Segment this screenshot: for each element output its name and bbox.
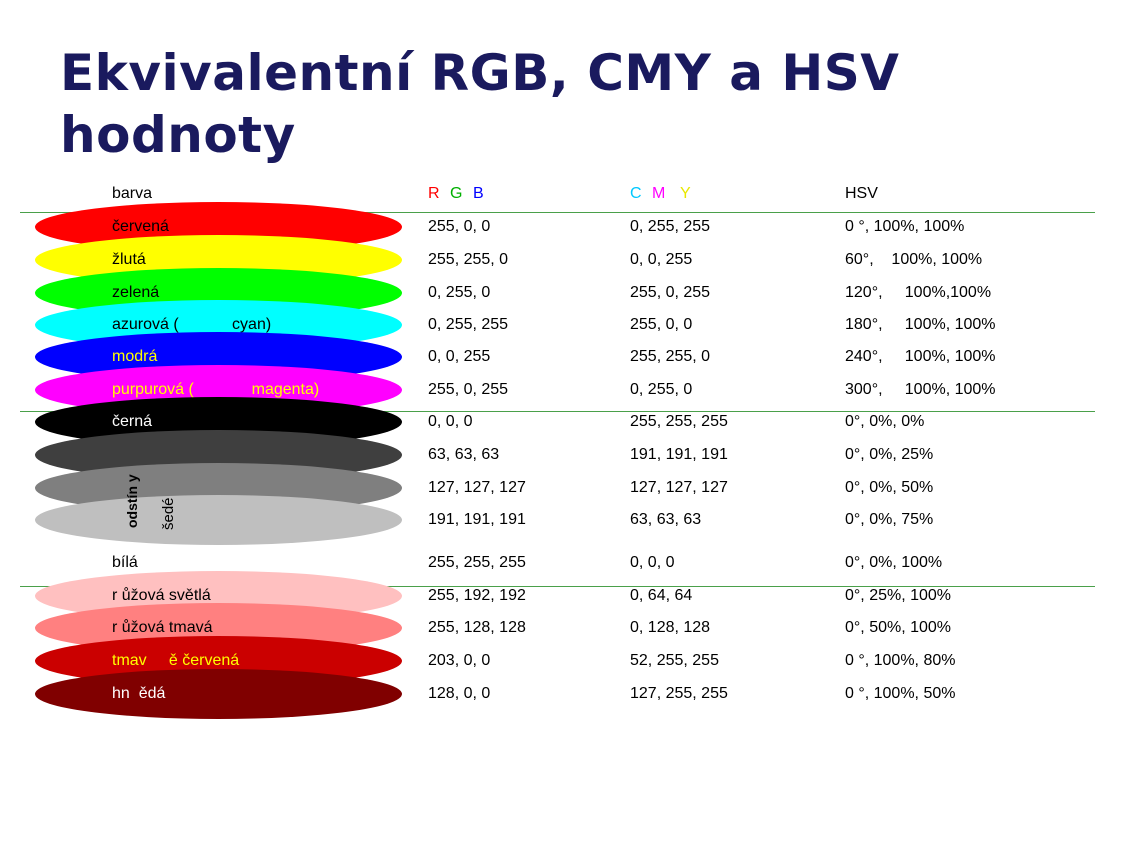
hsv-value: 0°, 0%, 100% <box>845 554 943 571</box>
cmy-value: 0, 255, 0 <box>630 381 693 398</box>
color-name: r ůžová tmavá <box>112 619 213 636</box>
color-name: azurová ( cyan) <box>112 316 272 333</box>
hsv-value: 180°, 100%, 100% <box>845 316 996 333</box>
cmy-value: 127, 127, 127 <box>630 479 728 496</box>
header-letter-y: Y <box>680 185 691 202</box>
color-name: černá <box>112 413 153 430</box>
rgb-value: 255, 128, 128 <box>428 619 526 636</box>
header-letter-m: M <box>652 185 666 202</box>
hsv-value: 0°, 25%, 100% <box>845 587 952 604</box>
header-hsv: HSV <box>845 185 878 202</box>
divider-line <box>20 586 1095 587</box>
color-swatch <box>35 495 402 545</box>
hsv-value: 240°, 100%, 100% <box>845 348 996 365</box>
cmy-value: 127, 255, 255 <box>630 685 728 702</box>
color-name: r ůžová světlá <box>112 587 211 604</box>
rgb-value: 203, 0, 0 <box>428 652 491 669</box>
rgb-value: 255, 0, 255 <box>428 381 509 398</box>
color-name: hn ědá <box>112 685 166 702</box>
rgb-value: 127, 127, 127 <box>428 479 526 496</box>
hsv-value: 0°, 0%, 0% <box>845 413 925 430</box>
rgb-value: 255, 255, 0 <box>428 251 509 268</box>
rgb-value: 191, 191, 191 <box>428 511 526 528</box>
hsv-value: 0 °, 100%, 100% <box>845 218 965 235</box>
rgb-value: 255, 192, 192 <box>428 587 526 604</box>
hsv-value: 120°, 100%,100% <box>845 284 992 301</box>
page-title: Ekvivalentní RGB, CMY a HSV hodnoty <box>60 42 1060 166</box>
cmy-value: 0, 64, 64 <box>630 587 693 604</box>
rgb-value: 0, 255, 0 <box>428 284 491 301</box>
cmy-value: 255, 255, 255 <box>630 413 728 430</box>
hsv-value: 0°, 50%, 100% <box>845 619 952 636</box>
title-line-1: Ekvivalentní RGB, CMY a HSV <box>60 44 900 102</box>
color-name: modrá <box>112 348 158 365</box>
rgb-value: 255, 255, 255 <box>428 554 526 571</box>
cmy-value: 255, 0, 0 <box>630 316 693 333</box>
hsv-value: 0°, 0%, 50% <box>845 479 934 496</box>
gray-shades-label: odstín y <box>124 474 140 528</box>
divider-line <box>20 212 1095 213</box>
cmy-value: 255, 0, 255 <box>630 284 711 301</box>
cmy-value: 255, 255, 0 <box>630 348 711 365</box>
color-name: bílá <box>112 554 138 571</box>
color-name: purpurová ( magenta) <box>112 381 320 398</box>
hsv-value: 0 °, 100%, 50% <box>845 685 956 702</box>
color-name: zelená <box>112 284 160 301</box>
rgb-value: 0, 255, 255 <box>428 316 509 333</box>
header-letter-g: G <box>450 185 463 202</box>
color-name: žlutá <box>112 251 146 268</box>
cmy-value: 0, 255, 255 <box>630 218 711 235</box>
rgb-value: 255, 0, 0 <box>428 218 491 235</box>
cmy-value: 63, 63, 63 <box>630 511 702 528</box>
hsv-value: 0°, 0%, 75% <box>845 511 934 528</box>
header-letter-b: B <box>473 185 484 202</box>
rgb-value: 63, 63, 63 <box>428 446 500 463</box>
hsv-value: 300°, 100%, 100% <box>845 381 996 398</box>
cmy-value: 52, 255, 255 <box>630 652 719 669</box>
hsv-value: 60°, 100%, 100% <box>845 251 983 268</box>
cmy-value: 0, 0, 0 <box>630 554 675 571</box>
cmy-value: 191, 191, 191 <box>630 446 728 463</box>
cmy-value: 0, 0, 255 <box>630 251 693 268</box>
header-barva: barva <box>112 185 153 202</box>
gray-shades-label-2: šedé <box>160 497 177 530</box>
cmy-value: 0, 128, 128 <box>630 619 711 636</box>
divider-line <box>20 411 1095 412</box>
hsv-value: 0 °, 100%, 80% <box>845 652 956 669</box>
title-line-2: hodnoty <box>60 106 296 164</box>
rgb-value: 128, 0, 0 <box>428 685 491 702</box>
color-name: tmav ě červená <box>112 652 240 669</box>
color-name: červená <box>112 218 169 235</box>
header-letter-r: R <box>428 185 440 202</box>
hsv-value: 0°, 0%, 25% <box>845 446 934 463</box>
rgb-value: 0, 0, 0 <box>428 413 473 430</box>
header-letter-c: C <box>630 185 642 202</box>
color-swatch <box>35 669 402 719</box>
rgb-value: 0, 0, 255 <box>428 348 491 365</box>
